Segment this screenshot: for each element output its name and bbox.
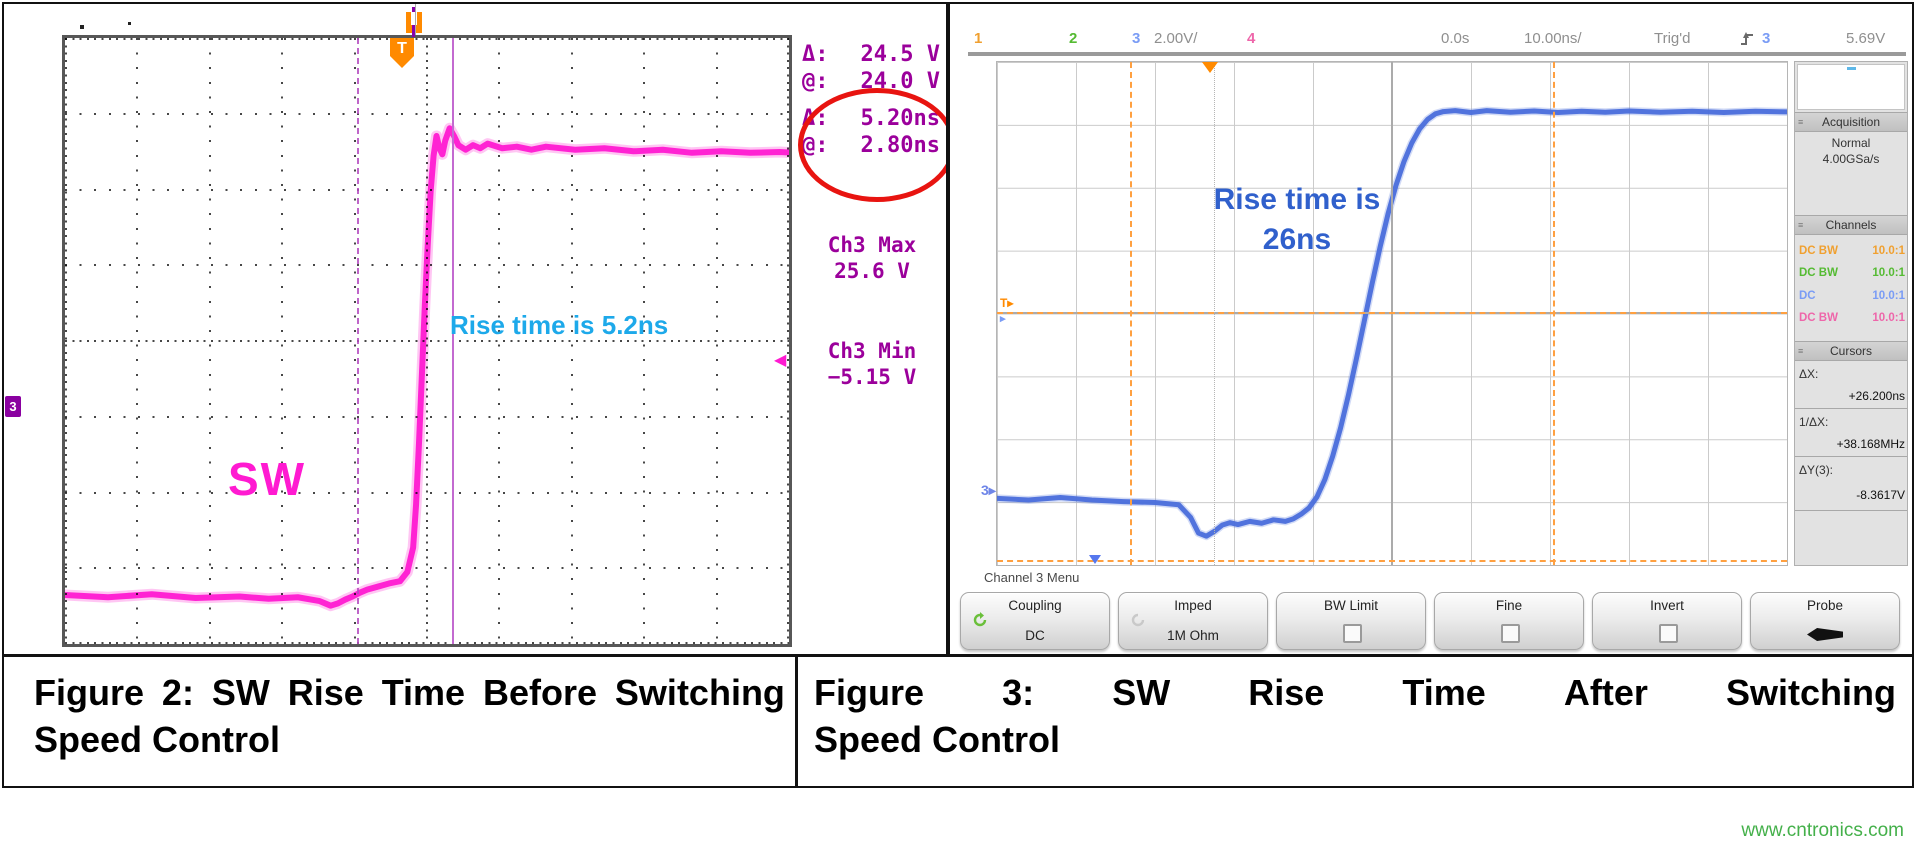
scope-row: Rise time is 5.2ns SW T 3 ◀ Δ: 24.5 V @:	[4, 4, 1912, 654]
right-edge-level-arrow-icon: ◀	[774, 352, 787, 369]
status-timebase: 10.00ns/	[1524, 30, 1582, 47]
figure2-caption: Figure 2: SW Rise Time Before Switching Speed …	[4, 657, 795, 786]
readout-value: 24.5 V	[860, 42, 940, 67]
trigger-position-marker-icon	[406, 7, 422, 37]
trigger-level-dashed-line	[997, 312, 1787, 314]
bw-limit-checkbox[interactable]	[1343, 624, 1362, 643]
invdx-value: +38.168MHz	[1836, 437, 1905, 451]
sidebar-divider	[1795, 408, 1907, 409]
acquisition-header: ≡ Acquisition	[1795, 112, 1907, 132]
rise-note-line1: Rise time is	[1213, 183, 1381, 216]
status-ch1: 1	[974, 30, 983, 47]
fine-button[interactable]: Fine	[1434, 592, 1584, 650]
red-highlight-ellipse	[798, 88, 956, 202]
invert-button[interactable]: Invert	[1592, 592, 1742, 650]
coupling-button[interactable]: Coupling DC	[960, 592, 1110, 650]
channel-3-badge: 3	[5, 396, 21, 417]
figure3-caption-line2: Speed Control	[814, 719, 1061, 760]
status-ch3: 3	[1132, 30, 1141, 47]
dy-label: ΔY(3):	[1799, 463, 1834, 477]
invert-checkbox[interactable]	[1659, 624, 1678, 643]
acquisition-rate: 4.00GSa/s	[1822, 152, 1880, 166]
menu-lines-icon: ≡	[1798, 220, 1804, 230]
sidebar-divider	[1795, 510, 1907, 511]
figure-frame: Rise time is 5.2ns SW T 3 ◀ Δ: 24.5 V @:	[2, 2, 1914, 788]
figure3-caption: Figure 3: SW Rise Time After Switching Speed C…	[795, 657, 1912, 786]
left-oscilloscope-panel: Rise time is 5.2ns SW T 3 ◀ Δ: 24.5 V @:	[4, 4, 956, 654]
acquisition-mode: Normal	[1831, 136, 1871, 150]
figure2-caption-line2: Speed Control	[34, 719, 281, 760]
ch3-max-readout: Ch3 Max 25.6 V	[806, 232, 938, 284]
rise-time-annotation-left: Rise time is 5.2ns	[450, 310, 669, 340]
trigger-edge-icon	[1741, 32, 1753, 45]
left-solid-cursor-line	[452, 38, 454, 644]
figure2-caption-line1: Figure 2: SW Rise Time Before Switching	[34, 672, 785, 713]
rise-note-line2: 26ns	[1262, 223, 1332, 256]
right-grid: T▸ ▸ 3▸ Rise time is 26ns	[981, 61, 1791, 566]
bw-limit-button[interactable]: BW Limit	[1276, 592, 1426, 650]
channel-row-1: DC BW 10.0:1	[1799, 245, 1905, 257]
readout-label: Δ:	[802, 42, 829, 67]
status-ch4: 4	[1247, 30, 1256, 47]
ch3-min-value: −5.15 V	[827, 365, 917, 389]
rise-time-annotation-right: Rise time is 26ns	[1172, 180, 1422, 260]
ch3-max-value: 25.6 V	[834, 259, 910, 283]
channel-row-2: DC BW 10.0:1	[1799, 267, 1905, 279]
trigger-position-arrow-icon	[1202, 62, 1218, 73]
left-dashed-cursor-line	[357, 38, 359, 644]
site-url-link[interactable]: www.cntronics.com	[1741, 820, 1904, 841]
sidebar-info-box	[1797, 64, 1905, 110]
status-ch2: 2	[1069, 30, 1078, 47]
figure3-caption-line1: Figure 3: SW Rise Time After Switching	[814, 672, 1896, 713]
trigger-marker-slot	[411, 12, 417, 25]
bottom-blue-marker-icon	[1089, 555, 1101, 564]
ch3-min-readout: Ch3 Min −5.15 V	[806, 338, 938, 390]
readout-label: @:	[802, 69, 829, 94]
status-delay: 0.0s	[1441, 30, 1470, 47]
readout-delta-volts: Δ: 24.5 V	[802, 42, 940, 67]
dx-label: ΔX:	[1799, 367, 1819, 381]
sw-trace-label: SW	[228, 453, 307, 505]
menu-lines-icon: ≡	[1798, 117, 1804, 127]
screen-speck	[80, 25, 84, 29]
fine-checkbox[interactable]	[1501, 624, 1520, 643]
rotate-icon-gray	[1131, 613, 1145, 627]
trigger-level-marker: T▸	[1000, 296, 1014, 310]
channel-row-4: DC BW 10.0:1	[1799, 312, 1905, 324]
invdx-label: 1/ΔX:	[1799, 415, 1829, 429]
screen-speck	[128, 22, 131, 25]
right-sidebar: ≡ Acquisition Normal 4.00GSa/s ≡ Channel…	[1794, 61, 1908, 566]
channels-header: ≡ Channels	[1795, 215, 1907, 235]
probe-button[interactable]: Probe	[1750, 592, 1900, 650]
sw-waveform-before	[65, 122, 789, 612]
trigger-source-arrow: ▸	[1000, 313, 1006, 325]
channel-3-ground-marker: 3▸	[981, 482, 996, 498]
status-trig-source: 3	[1762, 30, 1771, 47]
rotate-icon	[973, 612, 987, 627]
status-ch3-scale: 2.00V/	[1154, 30, 1198, 47]
right-oscilloscope-panel: 1 2 3 2.00V/ 4 0.0s 10.00ns/ Trig'd 3 5.…	[946, 4, 1912, 654]
caption-row: Figure 2: SW Rise Time Before Switching Speed …	[4, 654, 1912, 786]
left-graticule	[62, 35, 792, 647]
trigger-position-gray-line	[415, 4, 416, 35]
menu-lines-icon: ≡	[1798, 346, 1804, 356]
sw-waveform-after	[993, 106, 1791, 541]
channel-menu-title: Channel 3 Menu	[984, 570, 1080, 585]
dy-value: -8.3617V	[1856, 488, 1905, 502]
channel-row-3: DC 10.0:1	[1799, 290, 1905, 302]
imped-button[interactable]: Imped 1M Ohm	[1118, 592, 1268, 650]
probe-arrow-icon	[1807, 628, 1843, 641]
status-trig-level: 5.69V	[1846, 30, 1886, 47]
info-box-tick	[1847, 67, 1856, 70]
status-separator-bar	[968, 52, 1906, 56]
sidebar-divider	[1795, 456, 1907, 457]
ch3-min-label: Ch3 Min	[827, 339, 917, 363]
ch3-max-label: Ch3 Max	[827, 233, 917, 257]
cursors-header: ≡ Cursors	[1795, 341, 1907, 361]
status-trig-status: Trig'd	[1654, 30, 1691, 47]
dx-value: +26.200ns	[1848, 389, 1905, 403]
bottom-cursor-dashed-line	[997, 560, 1787, 562]
